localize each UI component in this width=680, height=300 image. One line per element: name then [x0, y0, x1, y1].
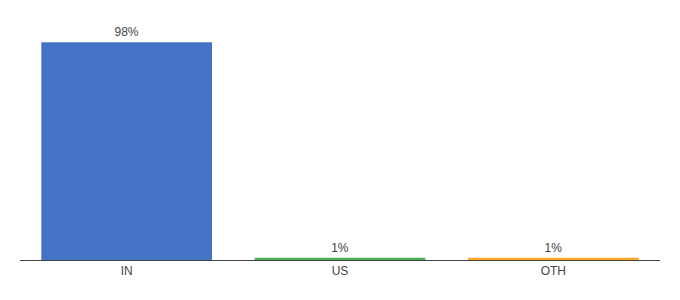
svg-text:OTH: OTH [541, 264, 566, 278]
svg-text:98%: 98% [114, 25, 138, 39]
svg-text:1%: 1% [331, 241, 349, 255]
svg-text:IN: IN [121, 264, 133, 278]
svg-text:US: US [332, 264, 349, 278]
svg-text:1%: 1% [544, 241, 562, 255]
